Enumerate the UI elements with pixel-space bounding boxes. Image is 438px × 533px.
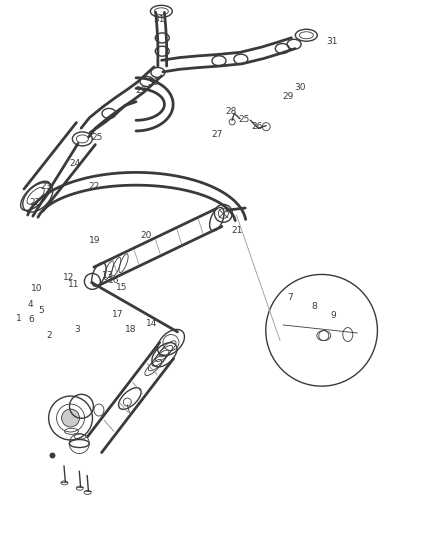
Text: 1: 1 bbox=[16, 314, 22, 323]
Text: 31: 31 bbox=[326, 37, 337, 46]
Text: 30: 30 bbox=[294, 83, 306, 92]
Text: 13: 13 bbox=[102, 271, 113, 280]
Text: 17: 17 bbox=[112, 310, 124, 319]
Text: 4: 4 bbox=[28, 300, 33, 309]
Text: 11: 11 bbox=[68, 279, 80, 288]
Text: 25: 25 bbox=[239, 115, 250, 124]
Text: 20: 20 bbox=[140, 231, 152, 240]
Text: 14: 14 bbox=[146, 319, 157, 328]
Text: 21: 21 bbox=[232, 227, 243, 236]
Text: 30: 30 bbox=[148, 77, 159, 86]
Circle shape bbox=[266, 274, 378, 386]
Text: 29: 29 bbox=[136, 85, 147, 94]
Text: 24: 24 bbox=[69, 159, 81, 168]
Text: 18: 18 bbox=[125, 325, 137, 334]
Text: 6: 6 bbox=[28, 315, 34, 324]
Text: 27: 27 bbox=[211, 130, 223, 139]
Text: 19: 19 bbox=[89, 237, 100, 246]
Text: 12: 12 bbox=[63, 273, 74, 281]
Text: 5: 5 bbox=[38, 306, 44, 315]
Text: 9: 9 bbox=[331, 311, 336, 320]
Text: 15: 15 bbox=[117, 283, 128, 292]
Text: 16: 16 bbox=[108, 276, 119, 285]
Text: 22: 22 bbox=[29, 198, 40, 207]
Text: 31: 31 bbox=[153, 15, 165, 25]
Text: 10: 10 bbox=[31, 284, 42, 293]
Text: 25: 25 bbox=[91, 133, 102, 142]
Text: 2: 2 bbox=[47, 331, 53, 340]
Text: 3: 3 bbox=[74, 325, 80, 334]
Text: 22: 22 bbox=[88, 182, 99, 191]
Circle shape bbox=[62, 409, 80, 427]
Text: 8: 8 bbox=[311, 302, 317, 311]
Text: 23: 23 bbox=[40, 182, 51, 191]
Text: 26: 26 bbox=[252, 122, 263, 131]
Text: 29: 29 bbox=[283, 92, 293, 101]
Text: 28: 28 bbox=[226, 107, 237, 116]
Text: 7: 7 bbox=[287, 293, 293, 302]
